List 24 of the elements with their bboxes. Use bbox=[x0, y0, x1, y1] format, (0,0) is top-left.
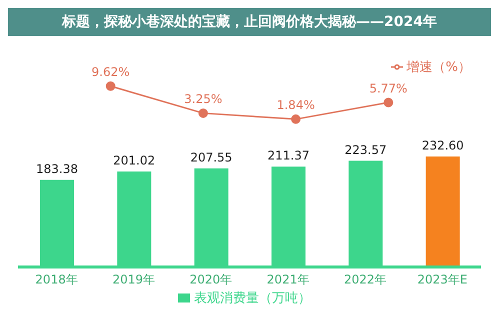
bar bbox=[426, 156, 460, 267]
legend-label: 表观消费量（万吨） bbox=[194, 291, 311, 306]
data-label: 232.60 bbox=[422, 138, 464, 153]
x-tick-label: 2018年 bbox=[35, 272, 78, 287]
data-label: 223.57 bbox=[344, 142, 387, 157]
x-tick-label: 2020年 bbox=[190, 272, 232, 287]
x-tick-label: 2021年 bbox=[266, 272, 310, 287]
data-label: 207.55 bbox=[190, 150, 232, 164]
data-label: 183.38 bbox=[36, 162, 78, 176]
data-label: 3.25% bbox=[184, 92, 222, 106]
data-label: 9.62% bbox=[92, 65, 130, 80]
x-tick-label: 2022年 bbox=[344, 272, 387, 287]
point bbox=[198, 108, 208, 118]
x-tick-label: 2019年 bbox=[112, 272, 156, 287]
point bbox=[291, 114, 301, 124]
data-label: 201.02 bbox=[113, 154, 156, 168]
x-tick-label: 2023年E bbox=[417, 272, 468, 287]
legend-label: 增速（%） bbox=[406, 60, 471, 75]
point bbox=[384, 98, 394, 108]
data-label: 1.84% bbox=[276, 98, 315, 112]
point bbox=[106, 81, 116, 91]
data-label: 5.77% bbox=[369, 81, 408, 96]
chart-title: 标题，探秘小巷深处的宝藏，止回阀价格大揭秘——2024年 bbox=[8, 8, 491, 36]
data-label: 211.37 bbox=[268, 148, 310, 163]
